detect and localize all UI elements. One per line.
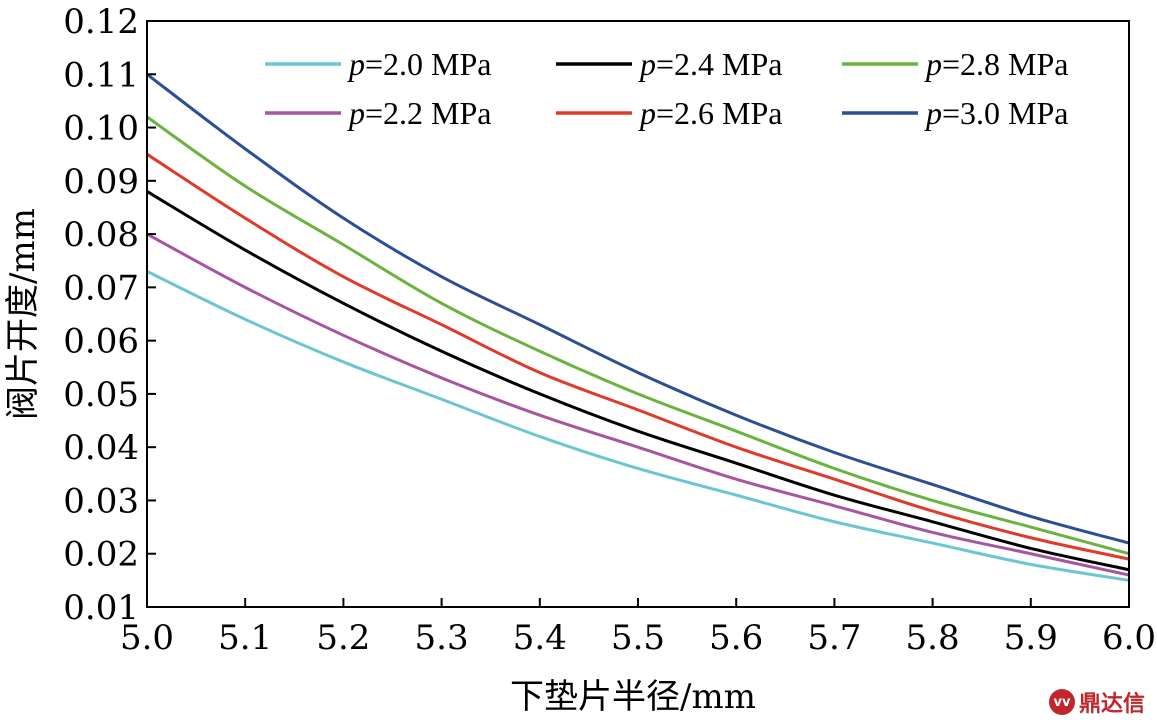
y-tick-label: 0.02: [63, 535, 139, 575]
x-tick-label: 5.2: [316, 618, 370, 658]
legend-label: p=2.6 MPa: [638, 95, 783, 131]
x-tick-label: 5.1: [218, 618, 272, 658]
series-line: [146, 270, 1130, 582]
y-tick-label: 0.01: [63, 588, 139, 628]
series-line: [146, 73, 1130, 545]
y-axis-label: 阀片开度/mm: [3, 208, 43, 420]
y-tick-label: 0.03: [63, 481, 139, 521]
legend-label: p=3.0 MPa: [924, 95, 1069, 131]
y-tick-label: 0.09: [63, 162, 139, 202]
legend-label: p=2.8 MPa: [924, 46, 1069, 82]
y-tick-label: 0.05: [63, 375, 139, 415]
legend-label: p=2.0 MPa: [347, 46, 492, 82]
x-tick-label: 6.0: [1102, 618, 1156, 658]
x-tick-label: 5.5: [611, 618, 665, 658]
y-tick-label: 0.06: [63, 322, 139, 362]
y-tick-label: 0.10: [63, 109, 139, 149]
watermark: vv 鼎达信: [1048, 686, 1145, 718]
watermark-text: 鼎达信: [1078, 692, 1145, 717]
x-tick-label: 5.6: [709, 618, 763, 658]
x-tick-label: 5.8: [906, 618, 960, 658]
series-line: [146, 232, 1130, 577]
legend: p=2.0 MPa p=2.4 MPa p=2.8 MPa p=2.2 MPa p=2.…: [265, 46, 1069, 131]
x-tick-label: 5.4: [513, 618, 567, 658]
y-tick-label: 0.11: [63, 55, 139, 95]
x-axis-label: 下垫片半径/mm: [510, 677, 756, 717]
y-tick-label: 0.08: [63, 215, 139, 255]
watermark-logo-icon: vv: [1048, 689, 1075, 715]
legend-label: p=2.2 MPa: [347, 95, 492, 131]
x-tick-label: 5.3: [415, 618, 469, 658]
y-tick-label: 0.12: [63, 2, 139, 42]
series-line: [146, 152, 1130, 561]
series-line: [146, 190, 1130, 572]
y-tick-label: 0.07: [63, 268, 139, 308]
x-tick-label: 5.9: [1004, 618, 1058, 658]
legend-label: p=2.4 MPa: [638, 46, 783, 82]
series-line: [146, 115, 1130, 556]
x-tick-label: 5.0: [120, 618, 174, 658]
plot-lines: [146, 73, 1130, 582]
x-tick-label: 5.7: [807, 618, 861, 658]
y-tick-label: 0.04: [63, 428, 139, 468]
axis-ticks: 5.0 5.1 5.2 5.3 5.4 5.5 5.6 5.7 5.8 5.9 6.0 0.01 0.0…: [63, 2, 1156, 658]
